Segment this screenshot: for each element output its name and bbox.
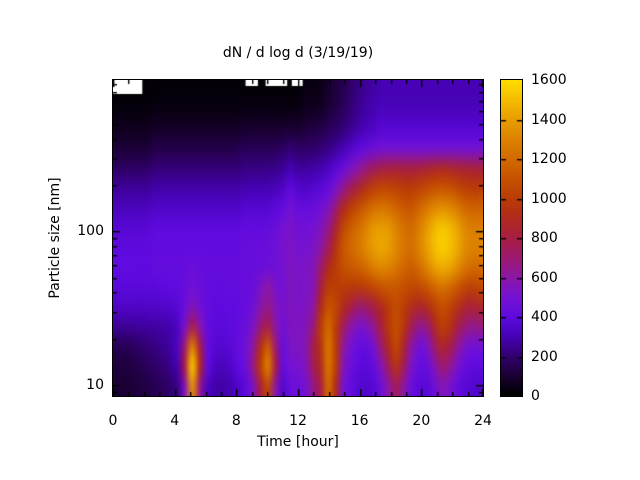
colorbar-tick-label: 800 (531, 230, 558, 246)
heatmap-canvas (113, 80, 483, 396)
x-tick-label: 0 (108, 413, 118, 429)
colorbar-tick-label: 1200 (531, 151, 567, 167)
y-tick-label: 100 (77, 223, 104, 239)
x-tick-label: 12 (289, 413, 307, 429)
colorbar-tick-label: 1400 (531, 112, 567, 128)
colorbar-canvas (501, 80, 522, 396)
colorbar-tick-label: 1000 (531, 191, 567, 207)
colorbar-tick-label: 600 (531, 270, 558, 286)
y-axis-label: Particle size [nm] (47, 177, 63, 299)
x-tick-label: 24 (474, 413, 492, 429)
x-axis-label: Time [hour] (257, 434, 339, 450)
colorbar-tick-label: 400 (531, 309, 558, 325)
colorbar-tick-label: 200 (531, 349, 558, 365)
x-tick-label: 20 (412, 413, 431, 429)
chart-title: dN / d log d (3/19/19) (222, 45, 374, 61)
colorbar-tick-label: 0 (531, 388, 540, 404)
plot-area (112, 79, 484, 397)
y-tick-label: 10 (86, 377, 104, 393)
colorbar (500, 79, 523, 397)
colorbar-tick-label: 1600 (531, 72, 567, 88)
x-tick-label: 4 (170, 413, 180, 429)
x-tick-label: 16 (350, 413, 369, 429)
x-tick-label: 8 (231, 413, 241, 429)
